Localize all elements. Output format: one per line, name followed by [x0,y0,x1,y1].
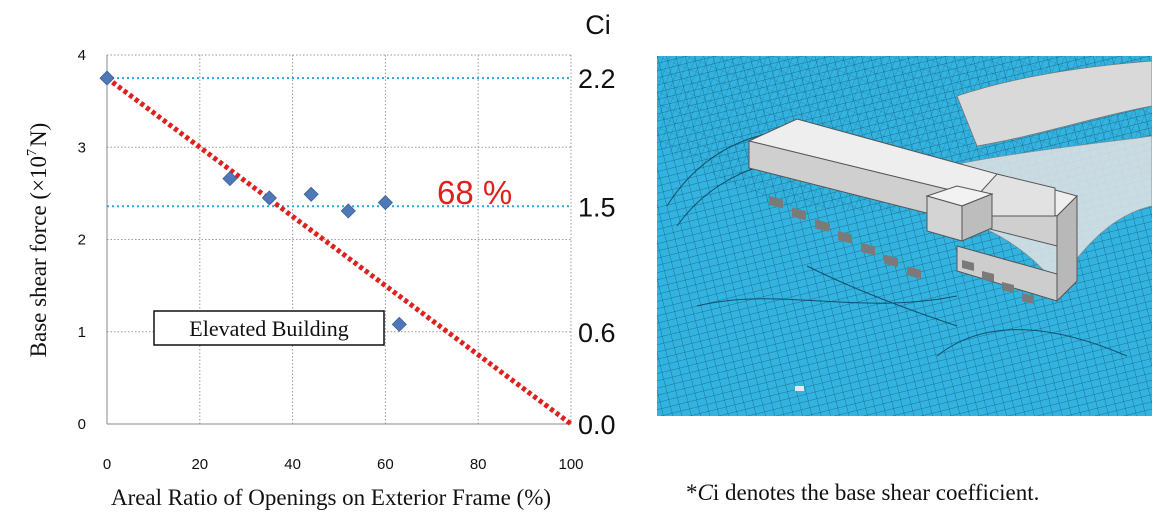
data-points [99,70,407,332]
y2-tick-label: 1.5 [578,192,616,222]
reference-lines [107,77,571,208]
data-point [261,190,277,206]
trend-line-group [105,76,573,427]
y2-tick-label: 0.0 [578,410,616,440]
data-point [222,171,238,187]
y2-tick-label: 0.6 [578,318,616,348]
elevated-building-label: Elevated Building [189,316,348,341]
footnote: *Ci denotes the base shear coefficient. [686,480,1039,506]
y-axis-title-exp: 7 [25,149,40,156]
mesh-render [657,56,1152,416]
x-tick-labels: 0 20 40 60 80 100 [103,456,584,473]
y2-axis-title: Ci [585,10,611,40]
percent-annotation: 68 % [437,174,512,211]
x-tick-label: 20 [191,456,208,473]
data-point [99,70,115,86]
y2-tick-labels: 0.0 0.6 1.5 2.2 [578,64,616,440]
y-tick-label: 1 [78,324,86,341]
x-tick-label: 80 [470,456,487,473]
footnote-italic: C [697,480,713,505]
y-axis-title: Base shear force (×107 N) [25,123,51,358]
y-axis-title-main: Base shear force (×10 [26,156,51,357]
x-tick-label: 100 [558,456,583,473]
y-tick-label: 3 [78,139,86,156]
y2-tick-label: 2.2 [578,64,616,94]
x-axis-title: Areal Ratio of Openings on Exterior Fram… [111,485,551,510]
simulation-image [657,56,1152,416]
y-axis-title-unit: N) [26,123,51,147]
building-model [747,118,1078,304]
x-tick-label: 40 [284,456,301,473]
footnote-rest: i denotes the base shear coefficient. [712,480,1040,505]
y-tick-label: 4 [78,47,86,64]
trend-line [105,76,573,427]
x-tick-label: 60 [377,456,394,473]
data-point [340,203,356,219]
y-tick-label: 0 [78,416,86,433]
footnote-star: * [686,480,698,505]
y-tick-label: 2 [78,232,86,249]
x-tick-label: 0 [103,456,111,473]
y-tick-labels: 0 1 2 3 4 [78,47,86,433]
elevated-building-box [153,310,385,346]
data-point [377,195,393,211]
data-point [391,316,407,332]
data-point [303,186,319,202]
